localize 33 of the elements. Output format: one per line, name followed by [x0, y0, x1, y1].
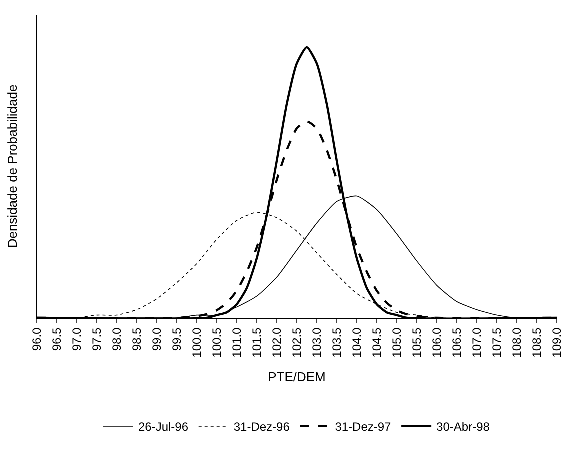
- x-tick-label: 100.0: [190, 327, 204, 358]
- x-tick-label: 103.0: [310, 327, 324, 358]
- x-axis-title: PTE/DEM: [268, 369, 326, 384]
- legend-label: 26-Jul-96: [138, 420, 189, 434]
- x-tick-label: 104.0: [350, 327, 364, 358]
- y-axis-title: Densidade de Probabilidade: [4, 84, 20, 248]
- x-tick-label: 108.5: [530, 327, 544, 358]
- x-tick-label: 98.0: [110, 327, 124, 352]
- x-tick-label: 97.0: [70, 327, 84, 352]
- x-tick-label: 102.0: [270, 327, 284, 358]
- x-tick-label: 101.5: [250, 327, 264, 358]
- x-tick-label: 105.5: [410, 327, 424, 358]
- x-tick-label: 106.0: [430, 327, 444, 358]
- x-tick-label: 99.0: [150, 327, 164, 352]
- x-tick-label: 101.0: [230, 327, 244, 358]
- legend-label: 31-Dez-96: [234, 420, 290, 434]
- x-tick-label: 105.0: [390, 327, 404, 358]
- x-tick-label: 103.5: [330, 327, 344, 358]
- x-tick-label: 108.0: [510, 327, 524, 358]
- x-tick-label: 100.5: [210, 327, 224, 358]
- x-tick-label: 102.5: [290, 327, 304, 358]
- x-tick-label: 109.0: [550, 327, 564, 358]
- legend-label: 30-Abr-98: [436, 420, 490, 434]
- x-tick-label: 98.5: [130, 327, 144, 352]
- x-tick-label: 99.5: [170, 327, 184, 352]
- x-tick-label: 96.5: [50, 327, 64, 352]
- x-tick-label: 97.5: [90, 327, 104, 352]
- x-tick-label: 96.0: [30, 327, 44, 352]
- x-tick-label: 107.5: [490, 327, 504, 358]
- x-tick-label: 104.5: [370, 327, 384, 358]
- x-tick-label: 106.5: [450, 327, 464, 358]
- legend-label: 31-Dez-97: [335, 420, 392, 434]
- x-tick-label: 107.0: [470, 327, 484, 358]
